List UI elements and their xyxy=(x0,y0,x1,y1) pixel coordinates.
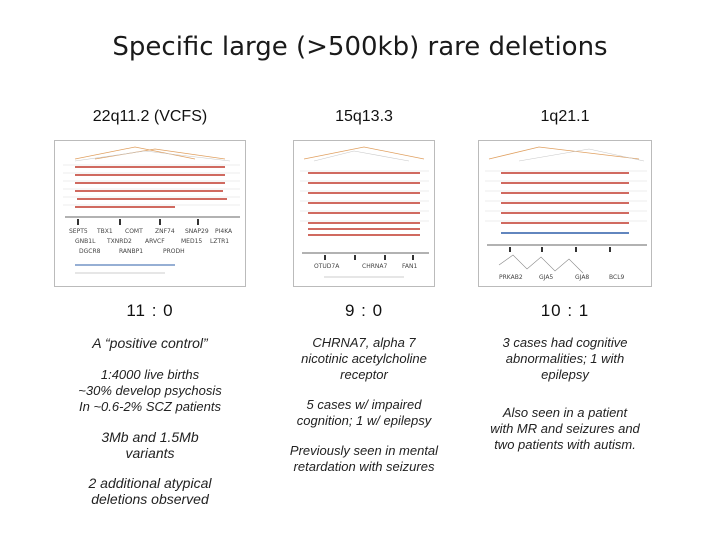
case-control-ratio: 10 : 1 xyxy=(540,301,590,320)
svg-text:ZNF74: ZNF74 xyxy=(155,228,175,235)
locus-heading: 1q21.1 xyxy=(540,108,590,125)
svg-text:DGCR8: DGCR8 xyxy=(79,248,101,255)
locus-heading: 22q11.2 (VCFS) xyxy=(92,108,208,125)
locus-heading: 15q13.3 xyxy=(335,108,393,125)
cnv-plot-1q21: PRKAB2 GJA5 GJA8 BCL9 xyxy=(478,140,652,287)
note-cognition: 5 cases w/ impaired cognition; 1 w/ epil… xyxy=(296,397,432,428)
svg-text:GNB1L: GNB1L xyxy=(75,238,96,245)
svg-text:PRODH: PRODH xyxy=(163,248,185,255)
svg-text:SNAP29: SNAP29 xyxy=(185,228,209,235)
svg-text:PRKAB2: PRKAB2 xyxy=(499,274,523,281)
notes-1q21: 3 cases had cognitive abnormalities; 1 w… xyxy=(465,335,665,453)
note-prevalence: 1:4000 live births ~30% develop psychosi… xyxy=(78,367,222,414)
svg-text:MED15: MED15 xyxy=(181,238,202,245)
svg-text:LZTR1: LZTR1 xyxy=(210,238,229,245)
svg-text:BCL9: BCL9 xyxy=(609,274,625,281)
svg-text:OTUD7A: OTUD7A xyxy=(314,263,340,270)
svg-text:TBX1: TBX1 xyxy=(96,228,113,235)
svg-text:ARVCF: ARVCF xyxy=(145,238,165,245)
note-autism: Also seen in a patient with MR and seizu… xyxy=(490,405,640,452)
note-mental-retardation: Previously seen in mental retardation wi… xyxy=(289,443,439,474)
case-control-ratio: 9 : 0 xyxy=(344,301,384,320)
svg-text:COMT: COMT xyxy=(125,228,143,235)
note-positive-control: A “positive control” xyxy=(92,335,208,351)
cnv-plot-22q11: SEPT5 TBX1 COMT ZNF74 SNAP29 PI4KA GNB1L TXNR… xyxy=(54,140,246,287)
note-cognitive: 3 cases had cognitive abnormalities; 1 w… xyxy=(502,335,628,382)
column-15q13: 15q13.3 xyxy=(264,108,464,475)
note-variants: 3Mb and 1.5Mb variants xyxy=(101,429,199,461)
svg-text:GJA8: GJA8 xyxy=(575,274,589,281)
cnv-plot-graphic: PRKAB2 GJA5 GJA8 BCL9 xyxy=(485,146,647,281)
column-1q21: 1q21.1 xyxy=(465,108,665,453)
cnv-plot-graphic: OTUD7A CHRNA7 FAN1 xyxy=(300,146,429,278)
svg-text:PI4KA: PI4KA xyxy=(215,228,233,235)
svg-text:TXNRD2: TXNRD2 xyxy=(106,238,132,245)
cnv-plot-15q13: OTUD7A CHRNA7 FAN1 xyxy=(293,140,435,287)
svg-text:GJA5: GJA5 xyxy=(539,274,553,281)
note-atypical: 2 additional atypical deletions observed xyxy=(88,475,212,507)
notes-22q11: A “positive control” 1:4000 live births … xyxy=(50,335,250,507)
svg-text:FAN1: FAN1 xyxy=(402,263,417,270)
svg-text:CHRNA7: CHRNA7 xyxy=(362,263,387,270)
svg-text:SEPT5: SEPT5 xyxy=(69,228,88,235)
cnv-plot-graphic: SEPT5 TBX1 COMT ZNF74 SNAP29 PI4KA GNB1L TXNR… xyxy=(63,146,240,274)
column-22q11: 22q11.2 (VCFS) xyxy=(50,108,250,507)
slide-title: Specific large (>500kb) rare deletions xyxy=(112,32,608,62)
case-control-ratio: 11 : 0 xyxy=(126,301,174,320)
notes-15q13: CHRNA7, alpha 7 nicotinic acetylcholine … xyxy=(264,335,464,475)
svg-text:RANBP1: RANBP1 xyxy=(119,248,143,255)
note-chrna7: CHRNA7, alpha 7 nicotinic acetylcholine … xyxy=(301,335,427,382)
